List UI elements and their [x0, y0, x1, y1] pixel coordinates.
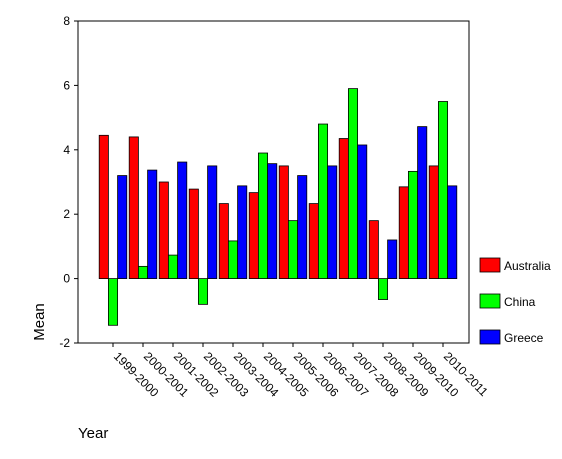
bar-australia-2004-2005	[248, 192, 259, 280]
legend-label-australia: Australia	[504, 259, 551, 273]
bar-australia-2009-2010	[398, 186, 409, 279]
bar-greece-2005-2006	[297, 175, 308, 279]
legend-label-greece: Greece	[504, 331, 544, 345]
bar-australia-2005-2006	[278, 165, 289, 279]
y-tick-label: 6	[63, 78, 70, 92]
bar-greece-2008-2009	[387, 239, 398, 280]
bar-australia-2010-2011	[428, 165, 439, 279]
x-axis: 1999-20002000-20012001-20022002-20032003…	[111, 343, 491, 400]
bar-china-2004-2005	[257, 152, 268, 280]
y-tick-label: 2	[63, 207, 70, 221]
bar-greece-2003-2004	[237, 185, 248, 279]
bar-china-2010-2011	[437, 101, 448, 280]
bar-australia-2006-2007	[308, 203, 319, 280]
bars-layer	[98, 88, 458, 326]
bar-australia-2003-2004	[218, 203, 229, 280]
bar-china-2000-2001	[137, 265, 148, 280]
bar-china-1999-2000	[108, 278, 119, 326]
y-tick-label: 0	[63, 272, 70, 286]
bar-australia-2001-2002	[158, 181, 169, 279]
bar-china-2003-2004	[227, 240, 238, 279]
bar-australia-1999-2000	[98, 134, 109, 279]
bar-greece-2000-2001	[147, 169, 158, 279]
legend-swatch-greece	[479, 329, 501, 345]
y-axis-title: Mean	[31, 303, 48, 341]
y-tick-label: 4	[63, 143, 70, 157]
bar-china-2005-2006	[287, 220, 298, 279]
legend: Australia China Greece	[479, 257, 551, 345]
bar-greece-2002-2003	[207, 165, 218, 279]
bar-china-2001-2002	[167, 254, 178, 279]
bar-greece-1999-2000	[117, 175, 128, 279]
x-axis-title: Year	[78, 425, 108, 442]
y-axis: -2 0 2 4 6 8	[59, 14, 78, 350]
legend-swatch-australia	[479, 257, 501, 273]
bar-china-2009-2010	[407, 170, 418, 279]
bar-greece-2001-2002	[177, 161, 188, 279]
bar-greece-2010-2011	[447, 185, 458, 279]
y-tick-label: -2	[59, 336, 70, 350]
bar-greece-2009-2010	[417, 126, 428, 279]
bar-china-2008-2009	[377, 278, 388, 300]
bar-china-2002-2003	[197, 278, 208, 305]
bar-greece-2006-2007	[327, 165, 338, 279]
bar-greece-2004-2005	[267, 163, 278, 279]
bar-australia-2007-2008	[338, 138, 349, 280]
y-tick-label: 8	[63, 14, 70, 28]
bar-greece-2007-2008	[357, 144, 368, 280]
bar-china-2006-2007	[317, 123, 328, 279]
bar-australia-2008-2009	[368, 220, 379, 279]
bar-australia-2000-2001	[128, 136, 139, 279]
legend-swatch-china	[479, 293, 501, 309]
legend-label-china: China	[504, 295, 536, 309]
bar-china-2007-2008	[347, 88, 358, 279]
bar-australia-2002-2003	[188, 188, 199, 279]
